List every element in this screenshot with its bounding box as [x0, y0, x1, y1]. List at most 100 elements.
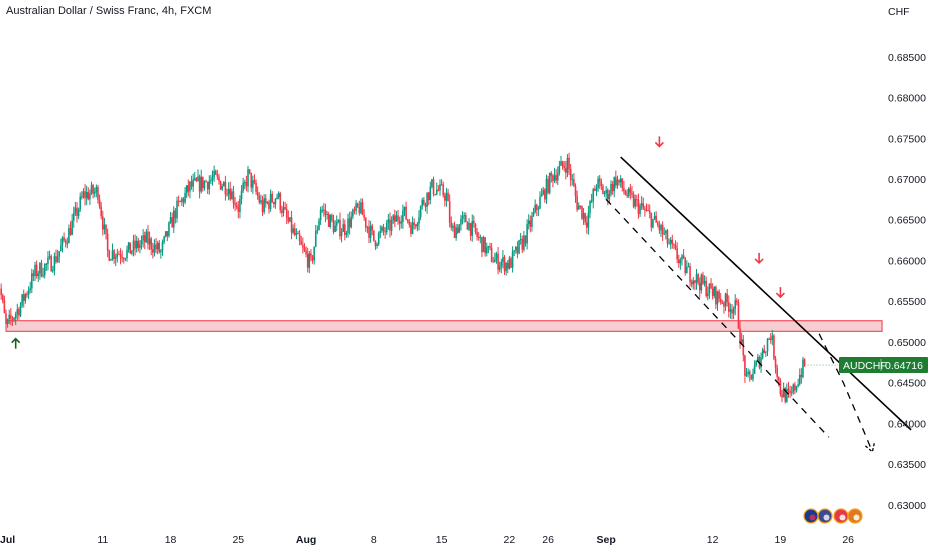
candle: [210, 174, 212, 185]
candle: [353, 206, 356, 215]
candle: [334, 220, 336, 233]
candle-body: [37, 273, 40, 277]
candle: [419, 205, 422, 221]
candle: [402, 204, 404, 229]
candle-body: [85, 192, 88, 199]
candle-body: [352, 209, 354, 217]
candle: [39, 262, 41, 280]
candle: [771, 330, 774, 346]
candle-body: [39, 262, 41, 274]
candle-body: [308, 253, 311, 268]
candle-body: [89, 193, 91, 200]
candle: [661, 221, 664, 241]
candle: [405, 201, 407, 221]
candle: [755, 359, 757, 367]
candle: [782, 382, 785, 398]
candle: [369, 220, 372, 243]
candle-body: [58, 251, 61, 257]
candle-body: [121, 257, 123, 259]
candle-body: [373, 230, 375, 241]
candle: [708, 283, 711, 299]
events-icon[interactable]: [847, 508, 863, 524]
candle: [387, 213, 390, 230]
candle: [142, 229, 144, 248]
candle-body: [458, 224, 461, 233]
candle-body: [84, 191, 86, 199]
candle: [40, 259, 43, 278]
candle-body: [439, 184, 441, 191]
australia-flag-icon[interactable]: [803, 508, 819, 524]
candle: [739, 321, 741, 349]
projection-path[interactable]: [818, 333, 873, 453]
candle: [271, 191, 273, 204]
candle-body: [189, 181, 191, 192]
candle-body: [787, 388, 790, 391]
candle-body: [32, 273, 35, 277]
switzerland-flag-icon[interactable]: [833, 508, 849, 524]
candle-body: [55, 256, 57, 262]
candle: [248, 168, 251, 175]
candle-body: [356, 203, 359, 207]
candle: [174, 208, 177, 224]
candle: [539, 191, 541, 210]
candle: [750, 374, 753, 380]
candle: [697, 272, 699, 286]
candle: [768, 337, 770, 341]
candle: [292, 224, 294, 235]
candle: [253, 174, 256, 185]
candle-body: [234, 203, 236, 206]
candle-body: [502, 256, 504, 262]
candle-body: [490, 247, 493, 262]
candle-body: [753, 365, 756, 374]
candle: [0, 283, 2, 300]
resistance-trendline[interactable]: [620, 156, 912, 431]
candle-body: [768, 338, 770, 340]
events-icon[interactable]: [817, 508, 833, 524]
candle-body: [81, 196, 83, 198]
candle: [219, 180, 222, 190]
candle-body: [102, 216, 104, 230]
candle-body: [634, 199, 636, 207]
candle: [152, 242, 154, 259]
candle-body: [508, 258, 511, 269]
channel-dashed-line[interactable]: [605, 198, 830, 438]
candle: [574, 183, 577, 203]
candle-body: [621, 178, 624, 189]
candle: [321, 205, 324, 214]
candle: [179, 200, 182, 203]
support-zone[interactable]: [5, 320, 883, 332]
candle: [382, 223, 385, 236]
candle: [432, 176, 435, 197]
candle: [377, 231, 380, 247]
candle-body: [295, 233, 298, 235]
candle-body: [774, 358, 777, 368]
candle: [116, 248, 119, 263]
candle: [465, 212, 467, 223]
candle: [102, 210, 104, 236]
candle-body: [476, 231, 478, 237]
candle: [337, 219, 340, 224]
last-price-symbol: AUDCHF: [843, 360, 887, 372]
candle-body: [648, 210, 651, 214]
candle: [747, 368, 749, 378]
candle: [532, 207, 535, 217]
candle: [590, 193, 593, 204]
candle-body: [655, 215, 657, 223]
candle: [395, 210, 398, 222]
candle: [198, 174, 201, 199]
candle-body: [676, 248, 678, 260]
candle: [335, 215, 338, 232]
candle-body: [792, 384, 795, 393]
candle-body: [432, 179, 435, 195]
candle-body: [500, 261, 503, 267]
candle-body: [697, 274, 699, 283]
candle: [745, 368, 748, 378]
candle: [687, 262, 690, 268]
candle-body: [264, 198, 267, 204]
candle-body: [131, 250, 133, 254]
candle-body: [43, 264, 46, 276]
candle: [263, 194, 265, 215]
